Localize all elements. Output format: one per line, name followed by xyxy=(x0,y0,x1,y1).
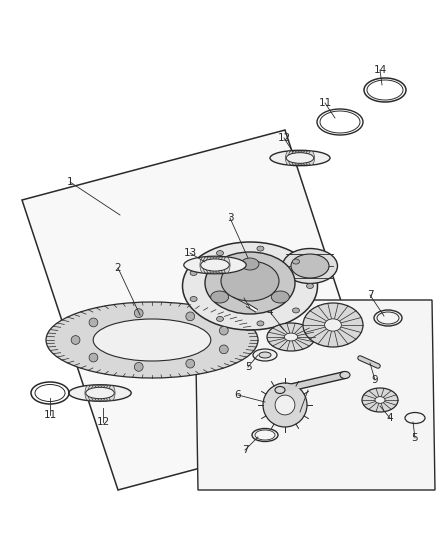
Ellipse shape xyxy=(205,252,295,314)
Ellipse shape xyxy=(206,257,212,273)
Ellipse shape xyxy=(293,259,300,264)
Ellipse shape xyxy=(186,312,194,321)
Ellipse shape xyxy=(212,257,219,273)
Text: 7: 7 xyxy=(367,290,373,300)
Text: 6: 6 xyxy=(241,293,247,303)
Ellipse shape xyxy=(300,151,306,165)
Polygon shape xyxy=(22,130,380,490)
Ellipse shape xyxy=(190,271,197,276)
Ellipse shape xyxy=(89,353,98,362)
Ellipse shape xyxy=(267,323,315,351)
Ellipse shape xyxy=(85,385,92,400)
Ellipse shape xyxy=(302,151,309,165)
Text: 5: 5 xyxy=(412,433,418,443)
Ellipse shape xyxy=(134,362,143,372)
Ellipse shape xyxy=(102,385,109,400)
Ellipse shape xyxy=(99,385,106,400)
Ellipse shape xyxy=(89,318,98,327)
Ellipse shape xyxy=(294,151,300,165)
Ellipse shape xyxy=(215,257,221,273)
Ellipse shape xyxy=(375,397,385,403)
Ellipse shape xyxy=(284,333,298,341)
Ellipse shape xyxy=(69,385,131,401)
Ellipse shape xyxy=(86,387,114,399)
Ellipse shape xyxy=(183,242,318,330)
Ellipse shape xyxy=(190,296,197,302)
Ellipse shape xyxy=(219,345,228,354)
Ellipse shape xyxy=(308,151,314,165)
Ellipse shape xyxy=(275,395,295,415)
Ellipse shape xyxy=(305,151,312,165)
Text: 4: 4 xyxy=(387,413,393,423)
Ellipse shape xyxy=(221,261,279,301)
Text: 8: 8 xyxy=(297,407,303,417)
Ellipse shape xyxy=(259,352,271,358)
Ellipse shape xyxy=(201,259,230,271)
Ellipse shape xyxy=(93,319,211,361)
Ellipse shape xyxy=(216,317,223,321)
Ellipse shape xyxy=(340,372,350,378)
Ellipse shape xyxy=(220,257,227,273)
Ellipse shape xyxy=(46,302,258,378)
Text: 2: 2 xyxy=(115,263,121,273)
Ellipse shape xyxy=(293,308,300,313)
Polygon shape xyxy=(195,300,435,490)
Ellipse shape xyxy=(286,151,292,165)
Ellipse shape xyxy=(108,385,115,400)
Ellipse shape xyxy=(200,257,207,273)
Ellipse shape xyxy=(270,150,330,166)
Ellipse shape xyxy=(271,291,290,303)
Text: 11: 11 xyxy=(43,410,57,420)
Ellipse shape xyxy=(94,385,100,400)
Text: 6: 6 xyxy=(235,390,241,400)
Ellipse shape xyxy=(362,388,398,412)
Ellipse shape xyxy=(106,385,112,400)
Text: 13: 13 xyxy=(184,248,197,258)
Ellipse shape xyxy=(286,152,314,163)
Text: 12: 12 xyxy=(277,133,291,143)
Ellipse shape xyxy=(219,326,228,335)
Ellipse shape xyxy=(241,258,259,270)
Ellipse shape xyxy=(184,256,246,274)
Ellipse shape xyxy=(203,257,210,273)
Ellipse shape xyxy=(211,291,229,303)
Ellipse shape xyxy=(218,257,224,273)
Text: 5: 5 xyxy=(245,362,251,372)
Text: 1: 1 xyxy=(67,177,73,187)
Ellipse shape xyxy=(208,257,215,273)
Ellipse shape xyxy=(297,151,303,165)
Text: 11: 11 xyxy=(318,98,332,108)
Ellipse shape xyxy=(303,303,363,347)
Ellipse shape xyxy=(186,359,194,368)
Ellipse shape xyxy=(307,284,314,288)
Ellipse shape xyxy=(257,321,264,326)
Ellipse shape xyxy=(325,319,341,331)
Ellipse shape xyxy=(71,336,80,344)
Ellipse shape xyxy=(288,151,295,165)
Text: 3: 3 xyxy=(227,213,233,223)
Ellipse shape xyxy=(223,257,230,273)
Text: 12: 12 xyxy=(96,417,110,427)
Ellipse shape xyxy=(216,251,223,256)
Ellipse shape xyxy=(134,309,143,318)
Ellipse shape xyxy=(253,349,277,361)
Text: 14: 14 xyxy=(373,65,387,75)
Text: 7: 7 xyxy=(242,445,248,455)
Text: 9: 9 xyxy=(372,375,378,385)
Ellipse shape xyxy=(291,151,298,165)
Ellipse shape xyxy=(291,254,329,278)
Ellipse shape xyxy=(283,248,338,284)
Ellipse shape xyxy=(91,385,98,400)
Text: 10: 10 xyxy=(226,292,240,302)
Ellipse shape xyxy=(275,386,285,393)
Ellipse shape xyxy=(263,383,307,427)
Ellipse shape xyxy=(97,385,103,400)
Text: 4: 4 xyxy=(267,307,273,317)
Ellipse shape xyxy=(88,385,95,400)
Ellipse shape xyxy=(257,246,264,251)
